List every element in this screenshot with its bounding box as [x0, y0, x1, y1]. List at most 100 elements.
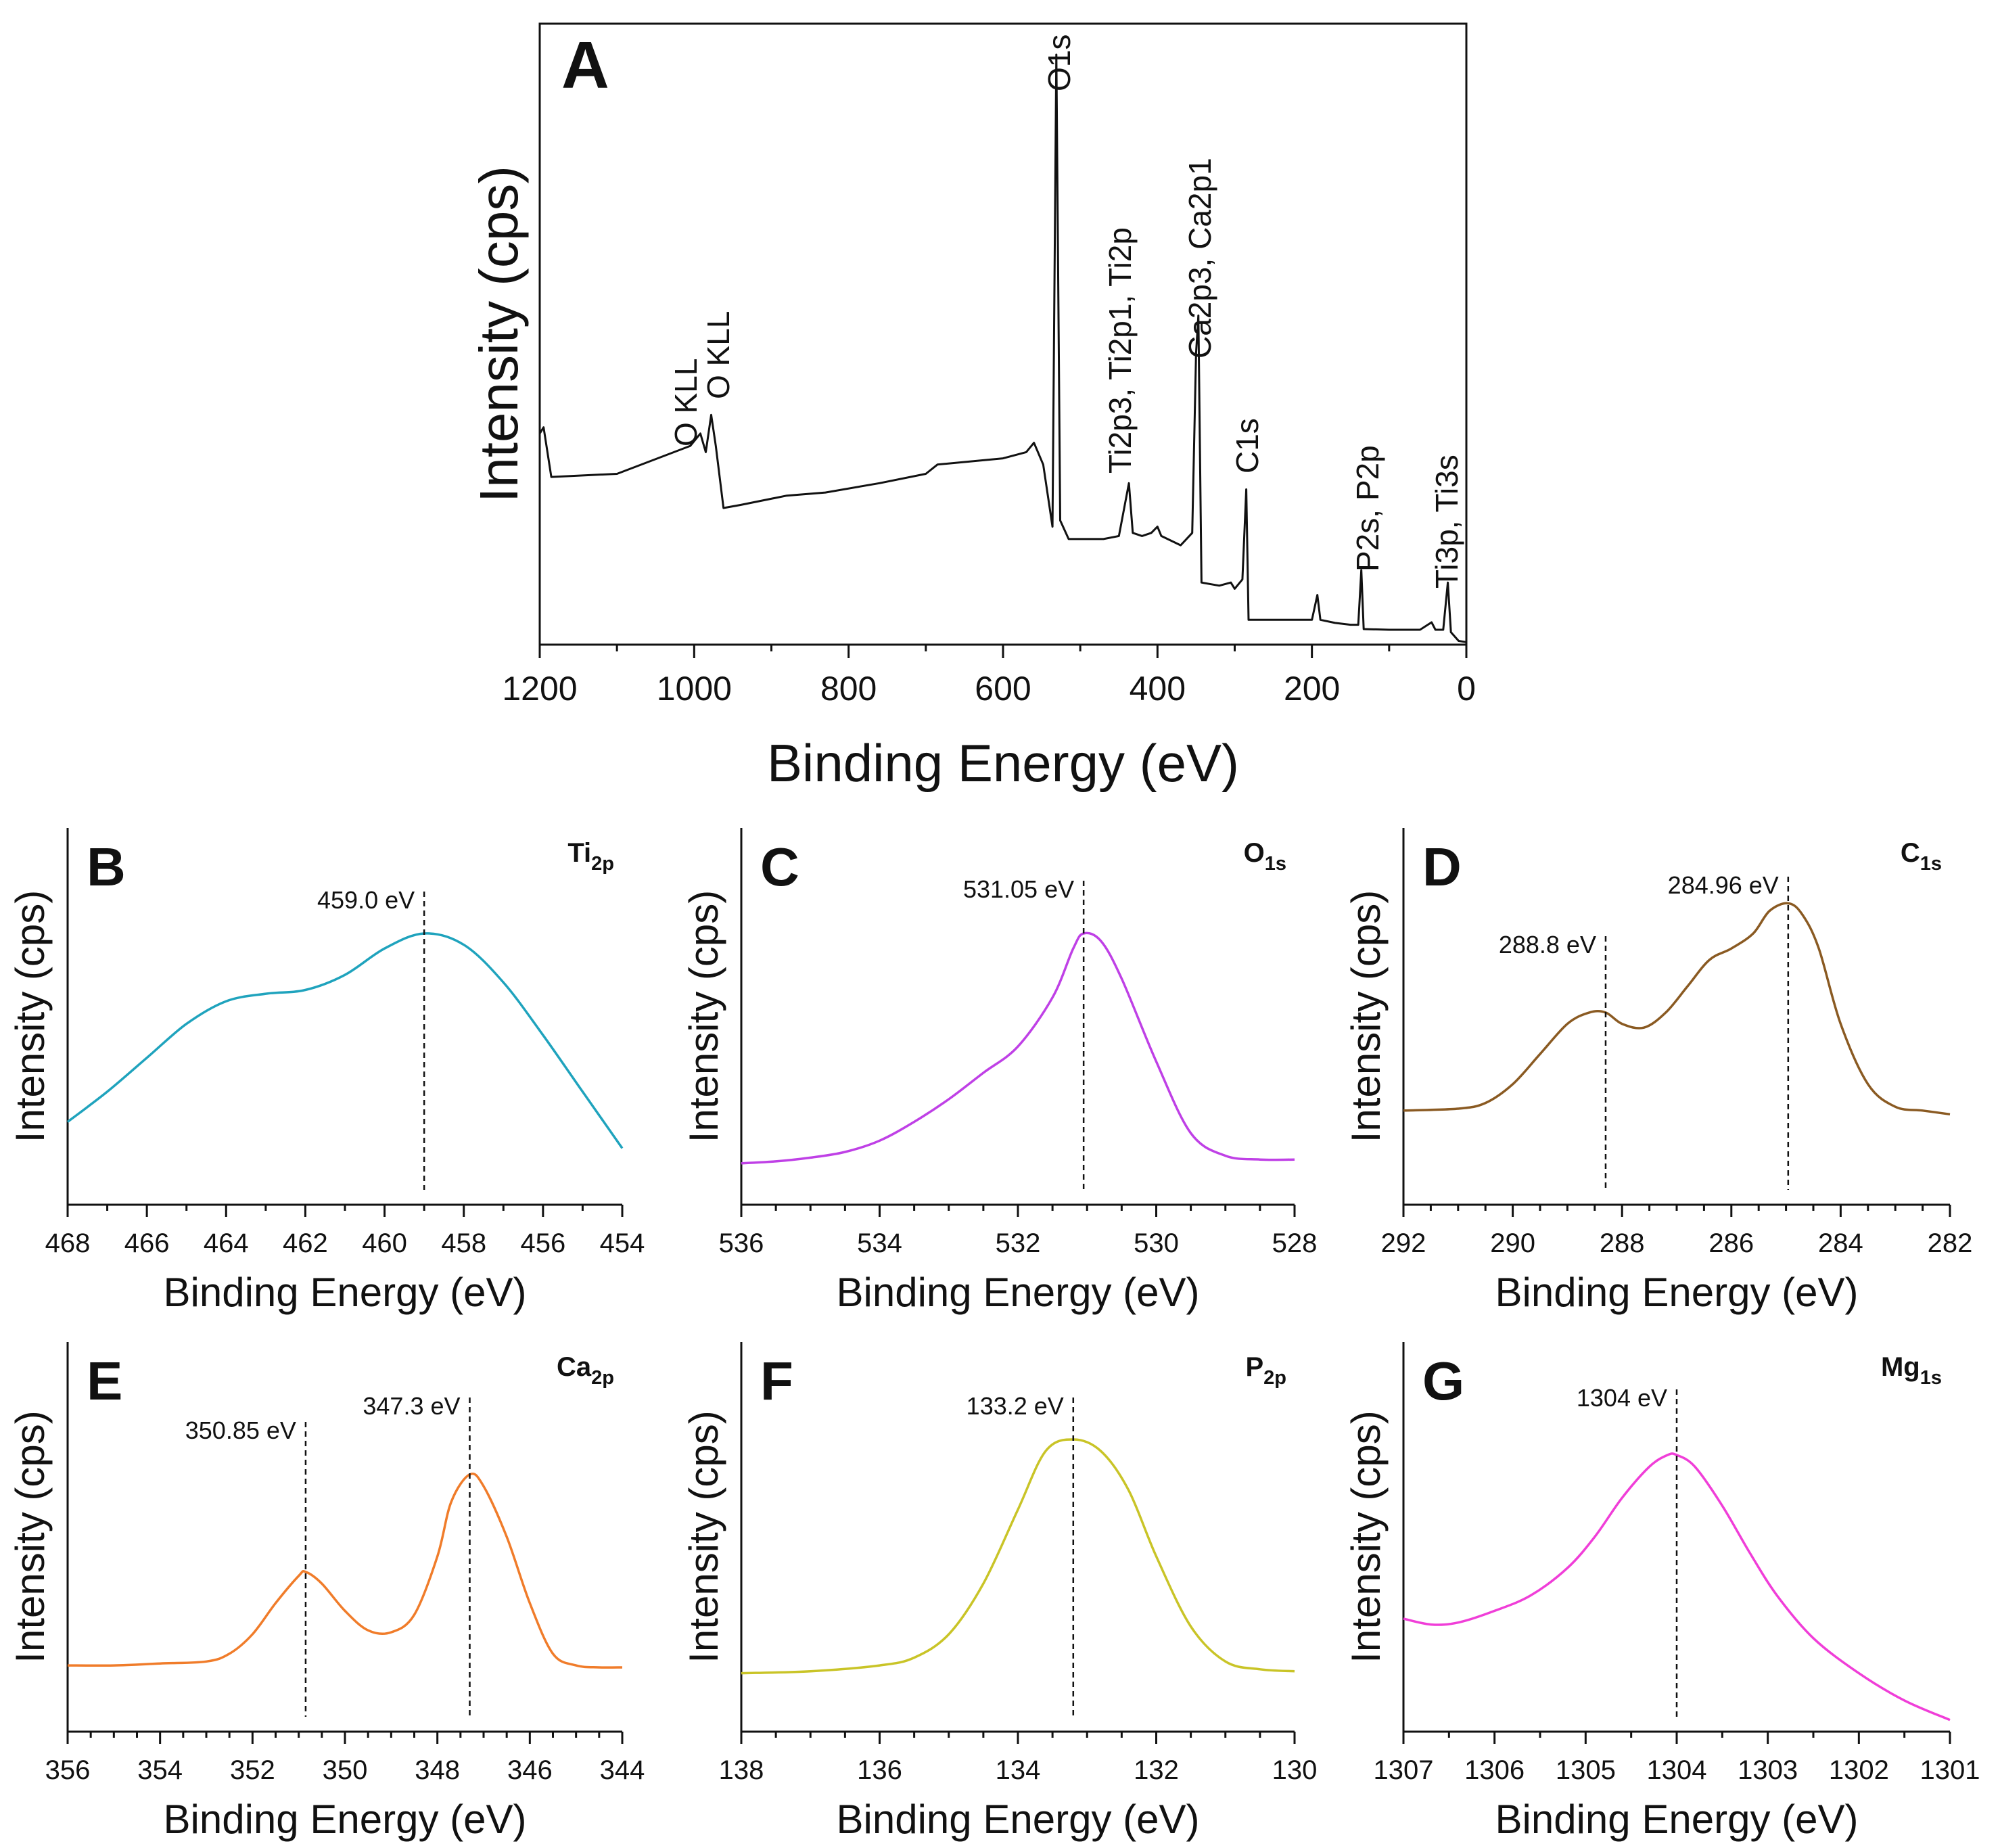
- x-tick-label: 454: [600, 1228, 645, 1258]
- x-tick-label: 1304: [1647, 1755, 1707, 1785]
- x-axis-label: Binding Energy (eV): [164, 1270, 527, 1315]
- y-axis-label: Intensity (cps): [7, 1410, 53, 1663]
- x-axis-label: Binding Energy (eV): [1495, 1270, 1859, 1315]
- x-tick-label: 462: [283, 1228, 328, 1258]
- x-tick-label: 130: [1272, 1755, 1318, 1785]
- x-tick-label: 1305: [1556, 1755, 1616, 1785]
- panel-letter: C: [760, 837, 799, 897]
- panel-letter: E: [87, 1351, 122, 1411]
- species-symbol: Ti: [567, 838, 591, 868]
- x-tick-label: 536: [719, 1228, 764, 1258]
- x-tick-label: 464: [204, 1228, 249, 1258]
- y-axis-label: Intensity (cps): [7, 890, 53, 1142]
- panel-letter: B: [87, 837, 126, 897]
- species-subscript: 1s: [1920, 1367, 1942, 1389]
- panel-d: 292 290 288 286 284 282 Binding Energy (eV) Int…: [1343, 828, 1972, 1315]
- peak-label: O KLL: [701, 311, 736, 399]
- panel-letter: F: [760, 1351, 793, 1411]
- x-tick-label: 0: [1457, 670, 1476, 708]
- peak-energy-label: 347.3 eV: [363, 1392, 460, 1420]
- panel-e: 356 354 352 350 348 346 344 Binding Energy (eV)…: [7, 1342, 645, 1842]
- peak-energy-label: 133.2 eV: [967, 1392, 1064, 1420]
- x-tick-label: 458: [441, 1228, 486, 1258]
- species-subscript: 2p: [591, 853, 614, 875]
- species-subscript: 1s: [1920, 853, 1942, 875]
- panel-f: 138 136 134 132 130 Binding Energy (eV) Intens…: [681, 1342, 1317, 1842]
- x-tick-label: 282: [1928, 1228, 1973, 1258]
- x-tick-label: 528: [1272, 1228, 1318, 1258]
- species-symbol: P: [1245, 1352, 1263, 1382]
- species-symbol: Mg: [1881, 1352, 1920, 1382]
- peak-label: Ti3p, Ti3s: [1429, 455, 1464, 588]
- x-tick-label: 1303: [1738, 1755, 1798, 1785]
- x-tick-label: 466: [124, 1228, 170, 1258]
- x-tick-label: 350: [323, 1755, 368, 1785]
- y-axis-label: Intensity (cps): [681, 1410, 726, 1663]
- x-tick-label: 532: [996, 1228, 1041, 1258]
- species-label: Mg1s: [1881, 1352, 1942, 1389]
- peak-label: O KLL: [668, 359, 703, 446]
- peak-label: C1s: [1230, 418, 1265, 473]
- peak-energy-label: 284.96 eV: [1668, 871, 1779, 899]
- spectrum-line: [741, 1438, 1295, 1675]
- x-tick-label: 468: [45, 1228, 91, 1258]
- y-axis-label: Intensity (cps): [469, 166, 529, 503]
- axis-line: [66, 1342, 622, 1733]
- species-subscript: 2p: [1263, 1367, 1286, 1389]
- species-symbol: Ca: [557, 1352, 592, 1382]
- x-tick-label: 346: [507, 1755, 553, 1785]
- x-tick-label: 534: [857, 1228, 902, 1258]
- spectrum-line: [1403, 1452, 1951, 1722]
- spectrum-line: [67, 1472, 623, 1669]
- peak-energy-label: 531.05 eV: [963, 875, 1074, 903]
- species-label: O1s: [1244, 838, 1286, 875]
- spectrum-line: [66, 932, 624, 1149]
- spectrum-line: [538, 53, 1467, 643]
- x-tick-label: 1302: [1829, 1755, 1889, 1785]
- peak-label: O1s: [1042, 34, 1077, 91]
- axis-line: [66, 828, 622, 1206]
- species-label: C1s: [1901, 838, 1942, 875]
- panel-a: 1200 1000 800 600 400 200 0 Binding Energy (eV)…: [469, 22, 1476, 793]
- peak-label: P2s, P2p: [1350, 445, 1385, 572]
- panel-g: 1307 1306 1305 1304 1303 1302 1301 Binding Ener…: [1343, 1342, 1980, 1842]
- x-tick-label: 356: [45, 1755, 91, 1785]
- panel-c: 536 534 532 530 528 Binding Energy (eV) Intens…: [681, 828, 1317, 1315]
- x-tick-label: 132: [1134, 1755, 1179, 1785]
- species-subscript: 1s: [1265, 853, 1286, 875]
- species-subscript: 2p: [591, 1367, 614, 1389]
- plot-frame: [538, 22, 1468, 646]
- x-tick-label: 800: [820, 670, 877, 708]
- x-axis-label: Binding Energy (eV): [164, 1797, 527, 1842]
- x-tick-label: 134: [996, 1755, 1041, 1785]
- x-tick-label: 344: [600, 1755, 645, 1785]
- x-tick-label: 138: [719, 1755, 764, 1785]
- x-tick-label: 284: [1818, 1228, 1863, 1258]
- peak-energy-label: 350.85 eV: [185, 1416, 296, 1444]
- x-axis-label: Binding Energy (eV): [837, 1270, 1200, 1315]
- x-tick-label: 136: [857, 1755, 902, 1785]
- spectrum-line: [741, 931, 1295, 1165]
- x-tick-label: 286: [1708, 1228, 1754, 1258]
- panel-letter: A: [561, 28, 609, 102]
- peak-energy-label: 459.0 eV: [317, 886, 415, 914]
- x-tick-label: 292: [1381, 1228, 1426, 1258]
- x-tick-label: 600: [975, 670, 1031, 708]
- x-tick-label: 1306: [1464, 1755, 1525, 1785]
- peak-energy-label: 288.8 eV: [1499, 931, 1596, 958]
- x-tick-label: 530: [1134, 1228, 1179, 1258]
- x-tick-label: 352: [230, 1755, 275, 1785]
- x-tick-label: 1000: [657, 670, 732, 708]
- spectrum-line: [1403, 902, 1951, 1116]
- x-axis-label: Binding Energy (eV): [837, 1797, 1200, 1842]
- peak-energy-label: 1304 eV: [1577, 1384, 1667, 1412]
- x-tick-label: 200: [1284, 670, 1340, 708]
- x-tick-label: 400: [1130, 670, 1186, 708]
- y-axis-label: Intensity (cps): [1343, 890, 1389, 1142]
- panel-letter: G: [1422, 1351, 1464, 1411]
- peak-label: Ti2p3, Ti2p1, Ti2p: [1102, 227, 1138, 473]
- species-label: P2p: [1245, 1352, 1286, 1389]
- panel-letter: D: [1422, 837, 1462, 897]
- x-tick-label: 1200: [502, 670, 577, 708]
